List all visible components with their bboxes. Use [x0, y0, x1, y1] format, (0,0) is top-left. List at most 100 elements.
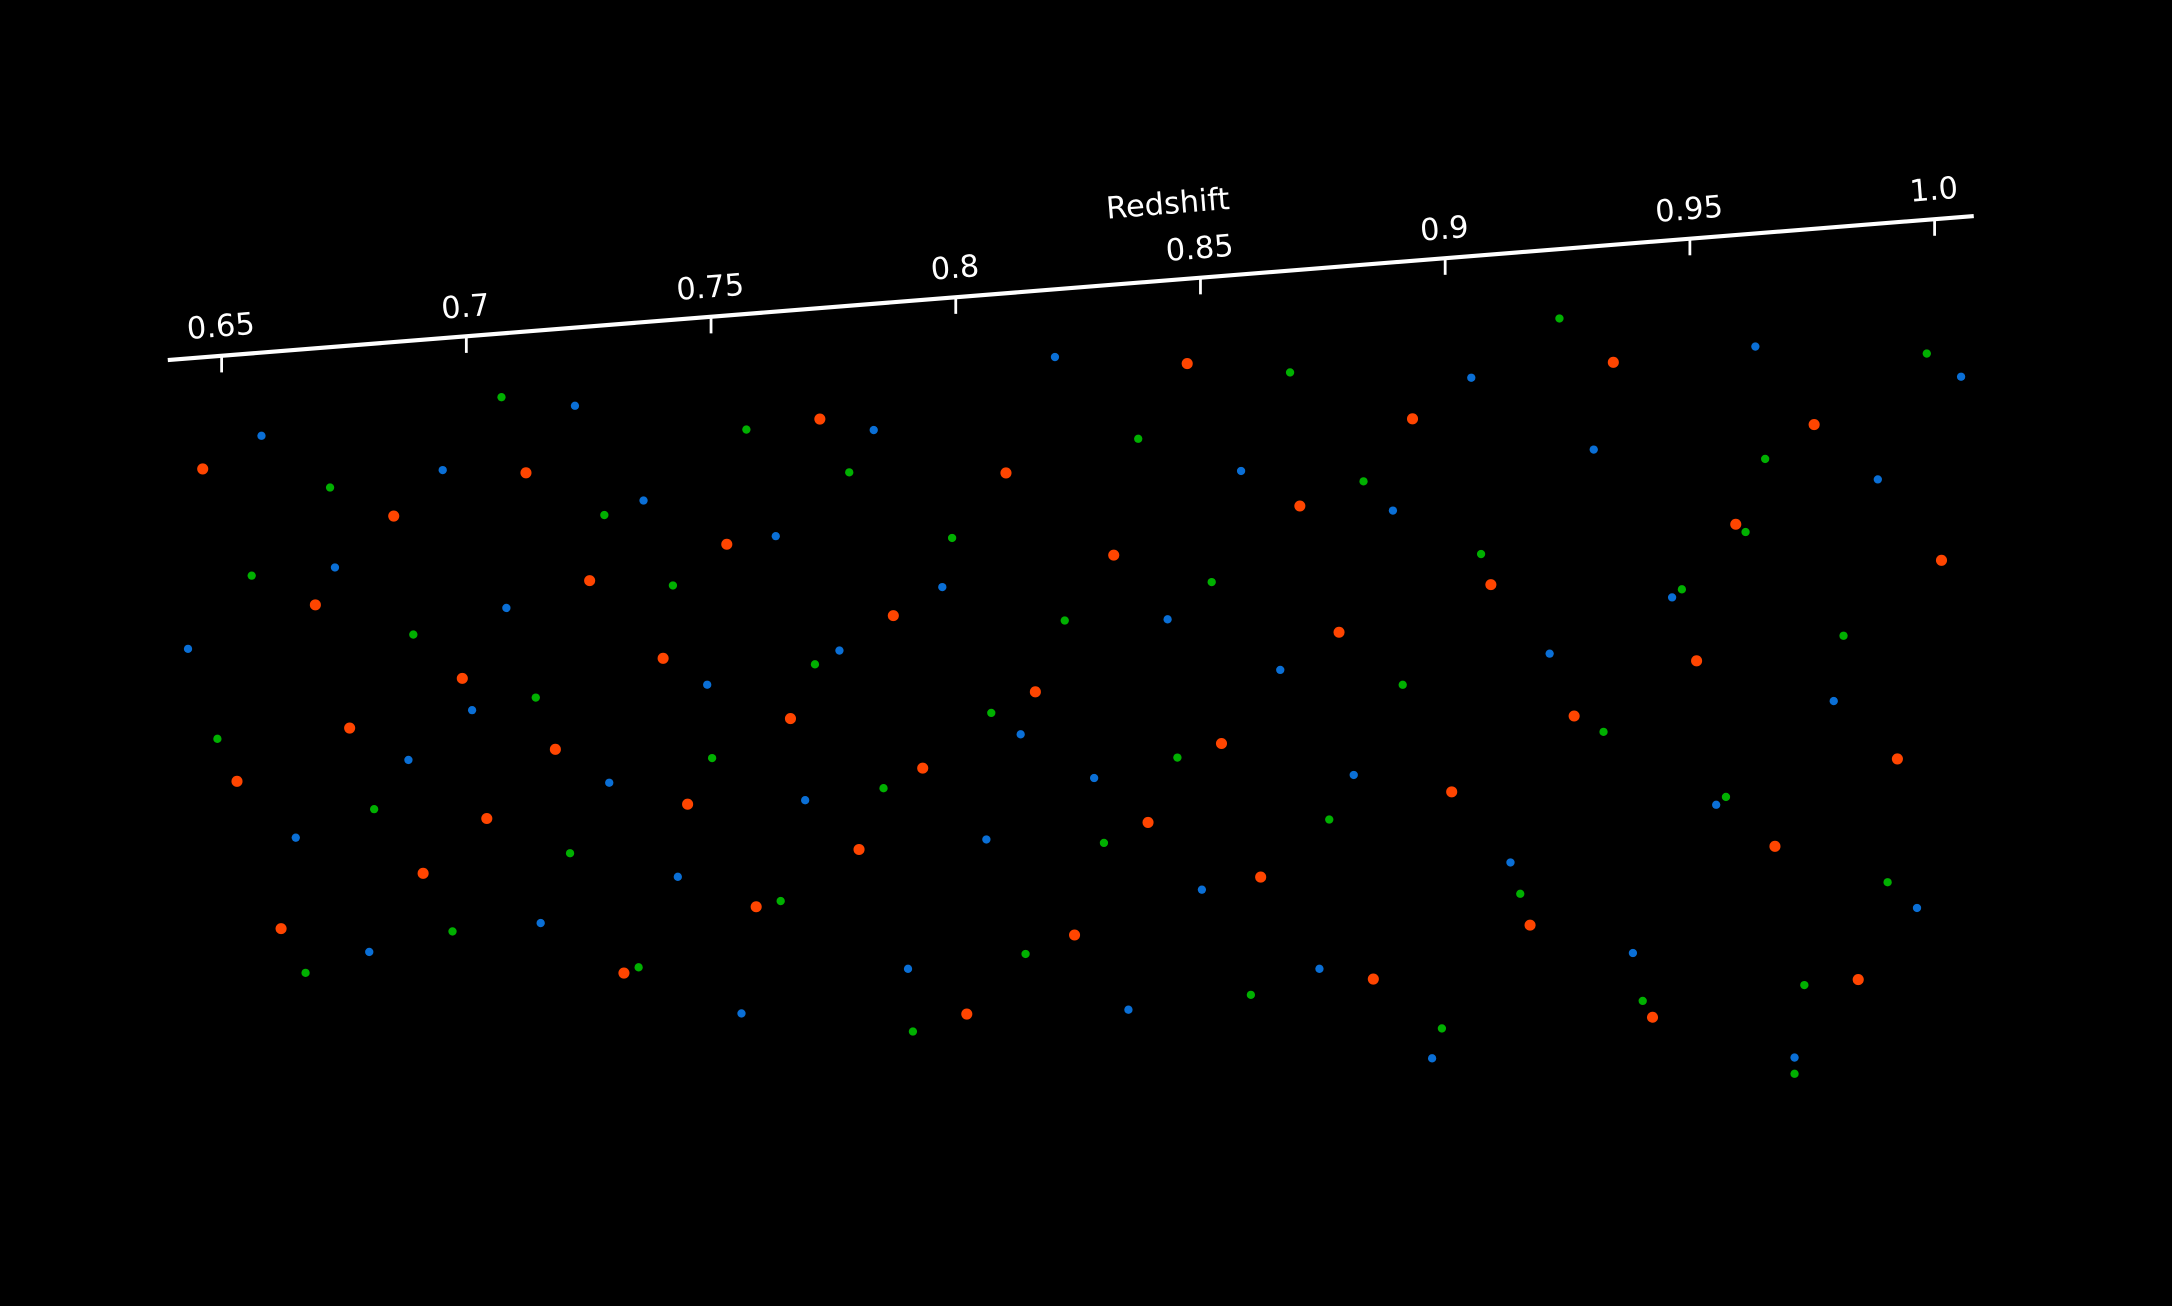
data-point	[197, 463, 209, 475]
data-point	[1060, 616, 1069, 625]
data-point	[1800, 980, 1809, 990]
data-point	[330, 563, 340, 572]
x-tick-label: 0.9	[1419, 210, 1470, 249]
data-point	[1050, 352, 1060, 362]
data-point	[1197, 885, 1207, 894]
data-point	[1667, 593, 1677, 602]
data-point	[520, 467, 532, 479]
data-point	[1589, 445, 1598, 454]
data-point	[879, 784, 888, 793]
data-point	[810, 660, 820, 669]
data-point	[784, 713, 797, 725]
data-point	[291, 833, 300, 842]
x-tick-label: 0.75	[675, 268, 745, 308]
data-point	[1485, 579, 1497, 591]
data-point	[1029, 686, 1041, 698]
data-point	[1108, 549, 1120, 561]
data-point	[1173, 753, 1182, 762]
data-point	[605, 778, 614, 787]
data-point	[388, 510, 400, 522]
data-point	[1839, 631, 1848, 640]
data-point	[365, 947, 374, 957]
data-point	[1207, 577, 1216, 587]
data-point	[1607, 356, 1619, 368]
data-point	[1467, 373, 1476, 382]
data-point	[1359, 477, 1368, 486]
data-point	[1568, 710, 1580, 722]
data-point	[1545, 649, 1554, 658]
data-point	[549, 743, 561, 755]
data-point	[1021, 949, 1030, 959]
data-point	[1730, 518, 1742, 530]
data-point	[1506, 858, 1515, 867]
data-point	[1808, 419, 1820, 431]
data-point	[947, 533, 957, 543]
data-point	[417, 867, 429, 879]
data-point	[1790, 1069, 1799, 1078]
data-point	[1427, 1054, 1437, 1063]
data-point	[584, 575, 596, 587]
data-point	[409, 630, 418, 639]
data-point	[1398, 680, 1407, 689]
data-point	[1741, 527, 1750, 537]
data-point	[1246, 990, 1256, 1000]
data-point	[369, 804, 379, 814]
data-point	[845, 468, 854, 477]
data-point	[737, 1009, 746, 1018]
data-point	[908, 1027, 918, 1036]
data-point	[1599, 727, 1608, 737]
data-point	[1883, 878, 1892, 887]
data-point	[657, 652, 669, 664]
data-point	[1751, 342, 1760, 351]
data-point	[481, 812, 493, 825]
data-point	[1406, 413, 1419, 425]
data-point	[1388, 506, 1398, 515]
data-point	[639, 496, 648, 505]
data-point	[703, 680, 712, 689]
data-point	[1638, 996, 1647, 1006]
data-point	[1476, 549, 1486, 559]
data-point	[1555, 314, 1564, 323]
data-point	[673, 872, 682, 881]
data-point	[917, 762, 929, 774]
data-point	[213, 734, 222, 743]
data-point	[1891, 753, 1903, 765]
data-point	[814, 413, 826, 425]
data-point	[1712, 800, 1721, 809]
x-tick-label: 0.95	[1654, 190, 1724, 230]
x-tick-label: 0.8	[929, 249, 980, 288]
data-point	[325, 483, 335, 492]
data-point	[1761, 454, 1770, 464]
data-point	[1142, 816, 1154, 828]
data-point	[1646, 1011, 1659, 1023]
data-point	[1446, 786, 1458, 798]
data-point	[750, 901, 762, 913]
data-point	[1000, 467, 1012, 479]
data-point	[987, 708, 996, 718]
data-point	[404, 755, 413, 765]
data-point	[467, 705, 477, 715]
data-point	[721, 538, 733, 550]
data-point	[456, 672, 468, 684]
data-point	[982, 835, 991, 844]
data-point	[707, 753, 717, 763]
data-point	[257, 431, 266, 440]
data-point	[1437, 1024, 1447, 1033]
data-point	[1935, 554, 1948, 566]
data-point	[231, 775, 243, 787]
data-point	[1163, 615, 1172, 624]
data-point	[1124, 1005, 1133, 1014]
data-point	[1294, 500, 1306, 512]
data-point	[1134, 434, 1143, 443]
data-point	[853, 843, 865, 856]
data-point	[1236, 466, 1246, 476]
x-tick-label: 0.7	[440, 288, 491, 327]
data-point	[1333, 626, 1345, 638]
data-point	[531, 693, 540, 702]
x-tick-label: 1.0	[1908, 171, 1959, 210]
data-point	[275, 923, 287, 935]
data-point	[1089, 773, 1099, 783]
data-point	[776, 896, 785, 906]
